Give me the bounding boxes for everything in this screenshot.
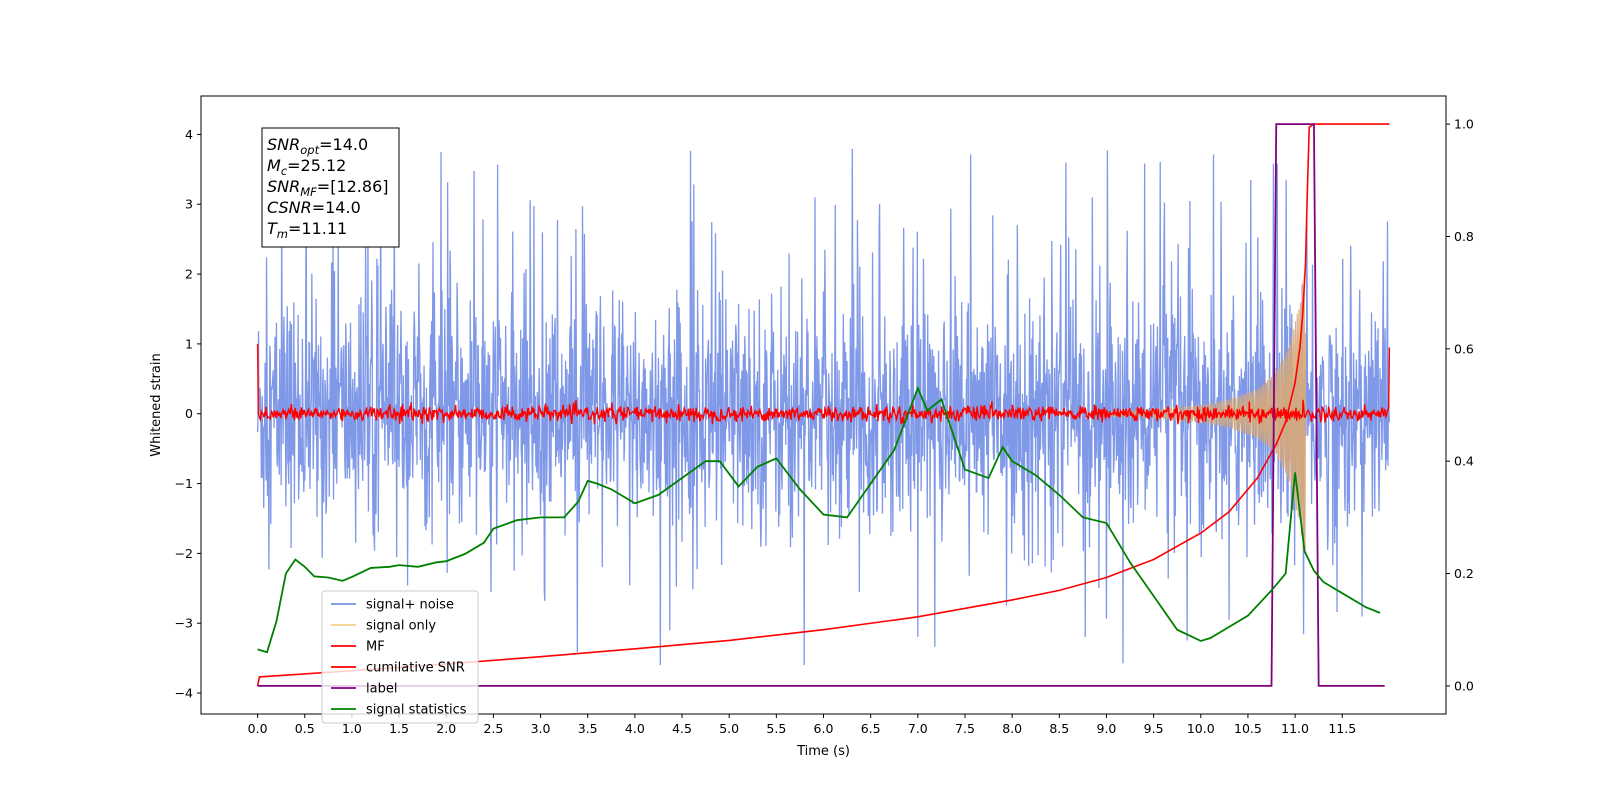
x-tick-label: 1.0 [342, 721, 362, 736]
y-right-tick-label: 1.0 [1454, 117, 1474, 132]
legend-label: signal+ noise [366, 598, 454, 613]
y-left-tick-label: −4 [175, 686, 193, 701]
y-left-tick-label: 0 [185, 406, 193, 421]
plot-area [256, 123, 1391, 687]
x-tick-label: 9.5 [1144, 721, 1164, 736]
y-left-tick-label: 1 [185, 336, 193, 351]
legend-label: MF [366, 640, 385, 655]
y-left-tick-label: 2 [185, 267, 193, 282]
series-cumulative-snr [256, 123, 1390, 687]
x-tick-label: 6.0 [814, 721, 834, 736]
info-line: CSNR=14.0 [267, 198, 361, 217]
legend-frame [321, 590, 479, 724]
y-right-tick-label: 0.0 [1454, 678, 1474, 693]
x-tick-label: 9.0 [1097, 721, 1117, 736]
x-axis-label: Time (s) [796, 744, 850, 759]
y-left-tick-label: 4 [185, 127, 193, 142]
series-signal-statistics [257, 385, 1381, 654]
y-right-tick-label: 0.8 [1454, 229, 1474, 244]
legend-label: cumilative SNR [366, 661, 465, 676]
y-left-tick-label: −3 [175, 616, 193, 631]
y-right-tick-label: 0.2 [1454, 566, 1474, 581]
x-tick-label: 6.5 [861, 721, 881, 736]
x-tick-label: 5.5 [766, 721, 786, 736]
x-tick-label: 2.5 [483, 721, 503, 736]
legend-label: signal statistics [366, 703, 467, 718]
y-left-tick-label: −1 [175, 476, 193, 491]
legend: signal+ noise signal only MF cumilative SNR… [321, 590, 479, 724]
y-axis-left: −4 −3 −2 −1 0 1 2 3 4 [175, 127, 201, 701]
legend-label: label [366, 682, 397, 697]
x-tick-label: 10.5 [1234, 721, 1262, 736]
x-tick-label: 11.0 [1281, 721, 1309, 736]
x-tick-label: 7.5 [955, 721, 975, 736]
y-left-tick-label: −2 [175, 546, 193, 561]
info-line: SNRMF=[12.86] [267, 177, 389, 199]
legend-label: signal only [366, 619, 436, 634]
info-line: SNRopt=14.0 [267, 135, 368, 157]
x-tick-label: 7.0 [908, 721, 928, 736]
info-box-frame [261, 127, 400, 248]
x-tick-label: 0.0 [248, 721, 268, 736]
x-tick-label: 11.5 [1328, 721, 1356, 736]
x-tick-label: 1.5 [389, 721, 409, 736]
series-label [257, 123, 1385, 687]
parameter-info-box: SNRopt=14.0Mc=25.12SNRMF=[12.86]CSNR=14.… [261, 127, 400, 248]
x-tick-label: 4.5 [672, 721, 692, 736]
x-tick-label: 0.5 [295, 721, 315, 736]
x-tick-label: 10.0 [1187, 721, 1215, 736]
x-tick-label: 8.0 [1002, 721, 1022, 736]
x-tick-label: 3.0 [531, 721, 551, 736]
y-right-tick-label: 0.4 [1454, 454, 1474, 469]
y-left-tick-label: 3 [185, 197, 193, 212]
info-line: Mc=25.12 [267, 156, 346, 178]
x-tick-label: 2.0 [436, 721, 456, 736]
x-tick-label: 8.5 [1049, 721, 1069, 736]
info-line: Tm=11.11 [267, 219, 347, 241]
y-axis-right: 0.0 0.2 0.4 0.6 0.8 1.0 [1446, 117, 1474, 693]
x-tick-label: 3.5 [578, 721, 598, 736]
y-right-tick-label: 0.6 [1454, 341, 1474, 356]
x-tick-label: 5.0 [719, 721, 739, 736]
series-mf [256, 343, 1391, 425]
x-tick-label: 4.0 [625, 721, 645, 736]
x-axis: 0.0 0.5 1.0 1.5 2.0 2.5 3.0 3.5 4.0 4.5 5.0 5.5 6.0 6… [248, 714, 1356, 736]
series-signal-noise [256, 148, 1391, 666]
y-axis-label: Whitened strain [149, 353, 164, 456]
